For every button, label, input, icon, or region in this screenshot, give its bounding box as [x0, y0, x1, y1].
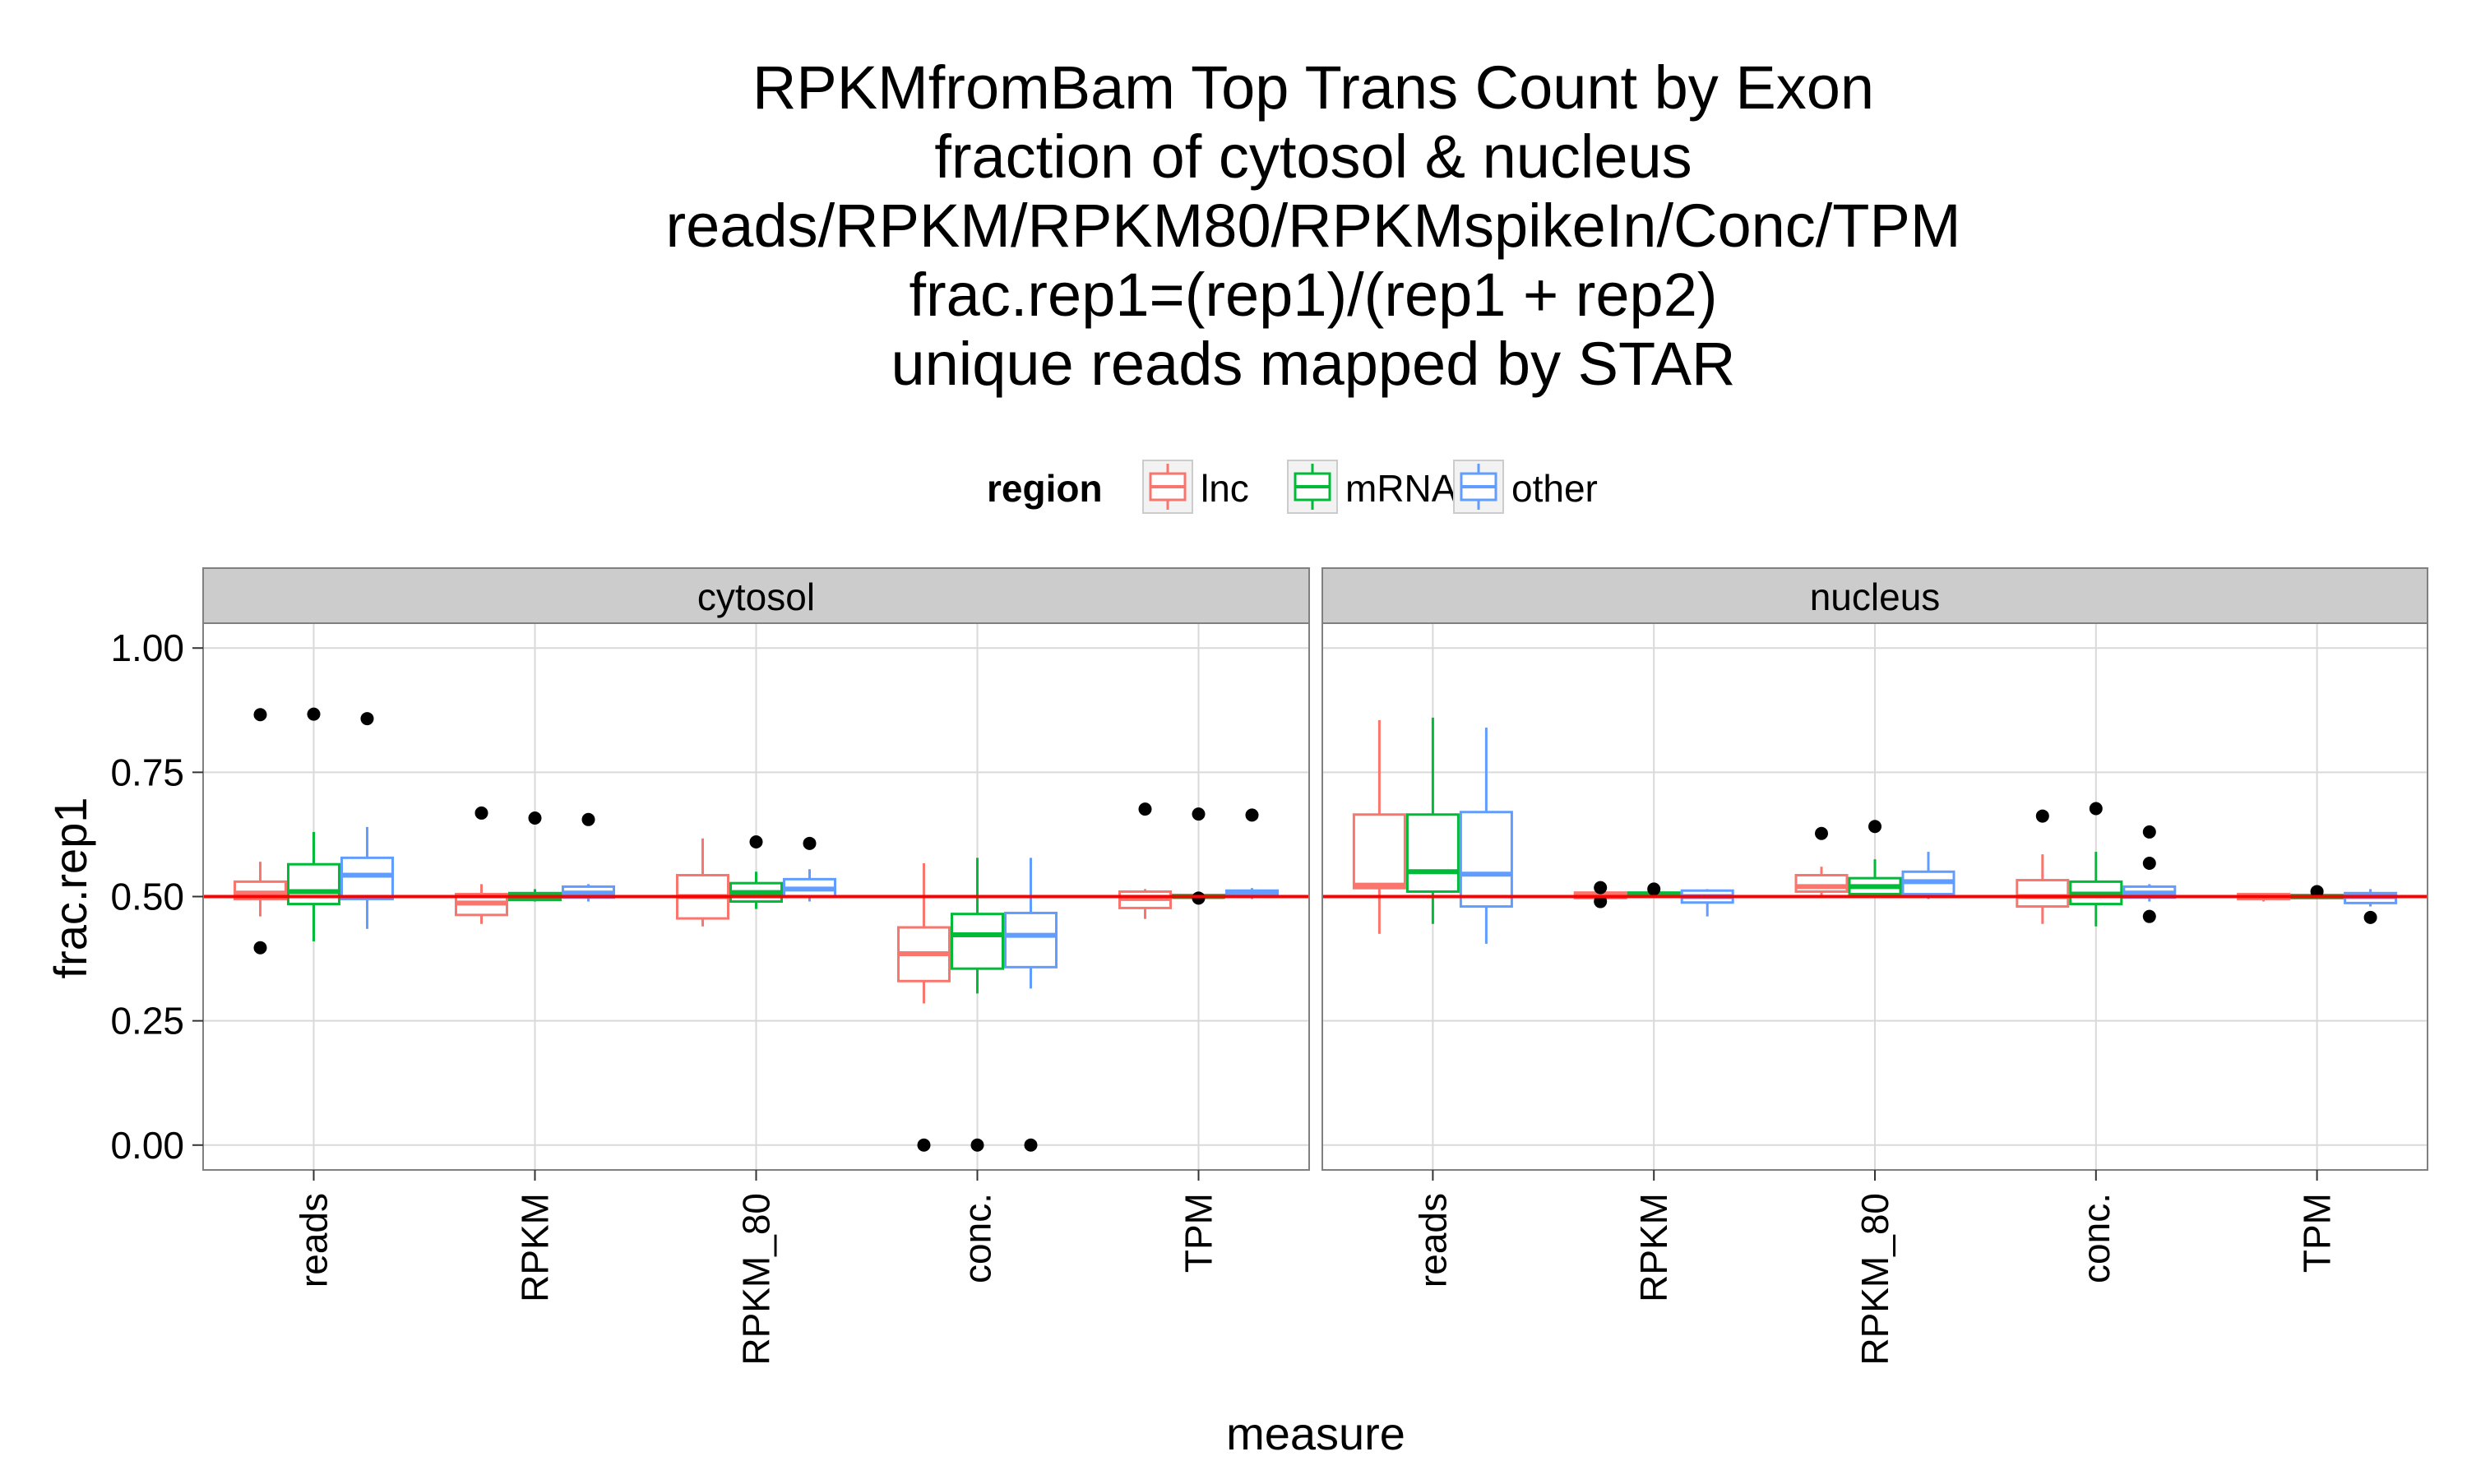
facet-strip [1321, 567, 2428, 624]
x-tick-label: RPKM [1632, 1193, 1675, 1302]
box-lnc [1794, 826, 1849, 897]
y-tick-label: 0.50 [110, 876, 184, 918]
box-body [1352, 813, 1406, 890]
panel-cytosol: cytosol reads RPKM RPKM_80 conc. TPM [202, 567, 1310, 1366]
y-tick-label: 0.25 [110, 1000, 184, 1042]
y-axis: 0.00 0.25 0.50 0.75 1.00 [110, 626, 203, 1167]
x-tick-label: RPKM_80 [735, 1193, 778, 1366]
chart-title: RPKMfromBam Top Trans Count by Exon frac… [665, 53, 1960, 398]
x-tick-label: TPM [2296, 1193, 2339, 1273]
outlier-point [253, 708, 267, 722]
box-other [562, 812, 615, 902]
title-line-2: fraction of cytosol & nucleus [934, 123, 1692, 191]
x-tick-label: RPKM [514, 1193, 557, 1302]
title-line-1: RPKMfromBam Top Trans Count by Exon [752, 53, 1874, 122]
outlier-point [2142, 825, 2156, 839]
outlier-point [1868, 820, 1881, 834]
box-lnc [1352, 719, 1406, 934]
outlier-point [307, 707, 321, 721]
box-body [1459, 811, 1513, 908]
outlier-point [2035, 809, 2049, 823]
box-mRNA [2069, 802, 2123, 927]
outlier-point [253, 941, 267, 955]
x-tick-label: reads [293, 1193, 336, 1288]
title-line-3: reads/RPKM/RPKM80/RPKMspikeIn/Conc/TPM [665, 192, 1960, 260]
box-body [1794, 874, 1849, 893]
box-other [1459, 727, 1513, 944]
outlier-point [360, 712, 374, 726]
outlier-point [1245, 808, 1259, 822]
box-other [340, 712, 394, 929]
legend-key-other [1453, 460, 1504, 514]
outlier-point [1647, 882, 1661, 896]
legend-label-mRNA: mRNA [1345, 467, 1457, 510]
facet-strip [202, 567, 1310, 624]
legend-label-lnc: lnc [1201, 467, 1249, 510]
box-body [951, 913, 1004, 970]
outlier-point [1594, 895, 1608, 908]
facet-strip-label-cytosol: cytosol [697, 576, 815, 618]
panels: cytosol reads RPKM RPKM_80 conc. TPM nucleus re… [202, 567, 2428, 1366]
box-body [1405, 813, 1460, 893]
x-tick-label: RPKM_80 [1854, 1193, 1896, 1366]
panel-nucleus: nucleus reads RPKM RPKM_80 conc. TPM [1321, 567, 2428, 1366]
legend-item-lnc: lnc [1142, 460, 1249, 514]
outlier-point [749, 835, 763, 848]
outlier-point [2310, 885, 2324, 899]
box-lnc [234, 708, 287, 955]
legend-key-lnc [1142, 460, 1193, 514]
x-axis-title: measure [1226, 1408, 1405, 1459]
box-other [2122, 825, 2177, 923]
box-lnc [897, 862, 951, 1152]
x-axis: reads RPKM RPKM_80 conc. TPM [1411, 1170, 2339, 1366]
gridlines [1322, 623, 2428, 1170]
outlier-point [917, 1138, 931, 1152]
outlier-point [2363, 910, 2377, 924]
x-axis: reads RPKM RPKM_80 conc. TPM [293, 1170, 1220, 1366]
box-other [1901, 852, 1956, 899]
facet-strip-label-nucleus: nucleus [1810, 576, 1941, 618]
y-axis-title: frac.rep1 [44, 797, 96, 979]
outlier-point [1138, 802, 1152, 816]
box-other [1004, 858, 1058, 1152]
x-tick-label: reads [1411, 1193, 1454, 1288]
outlier-point [581, 812, 595, 826]
legend-key-mRNA [1287, 460, 1338, 514]
outlier-point [970, 1138, 984, 1152]
y-tick-label: 1.00 [110, 626, 184, 669]
y-tick-label: 0.00 [110, 1124, 184, 1167]
outlier-point [474, 806, 488, 820]
outlier-point [2142, 856, 2156, 870]
legend-item-other: other [1453, 460, 1598, 514]
title-line-5: unique reads mapped by STAR [891, 330, 1735, 398]
legend: region lnc mRNA other [987, 460, 1598, 514]
box-body [2016, 879, 2070, 908]
legend-label-other: other [1511, 467, 1598, 510]
x-tick-label: conc. [2075, 1193, 2118, 1283]
y-tick-label: 0.75 [110, 751, 184, 793]
outlier-point [2089, 802, 2103, 816]
legend-title: region [987, 467, 1103, 510]
outlier-point [528, 811, 542, 825]
outlier-point [2142, 909, 2156, 923]
box-body [340, 856, 394, 901]
box-mRNA [951, 858, 1004, 1152]
outlier-point [1024, 1138, 1038, 1152]
x-tick-label: conc. [956, 1193, 999, 1283]
legend-item-mRNA: mRNA [1287, 460, 1457, 514]
outlier-point [1594, 881, 1608, 895]
box-mRNA [1405, 717, 1460, 924]
outlier-point [1815, 826, 1828, 840]
outlier-point [803, 836, 817, 850]
title-line-4: frac.rep1=(rep1)/(rep1 + rep2) [909, 261, 1717, 329]
box-body [1004, 911, 1058, 969]
outlier-point [1192, 807, 1206, 821]
x-tick-label: TPM [1178, 1193, 1220, 1273]
